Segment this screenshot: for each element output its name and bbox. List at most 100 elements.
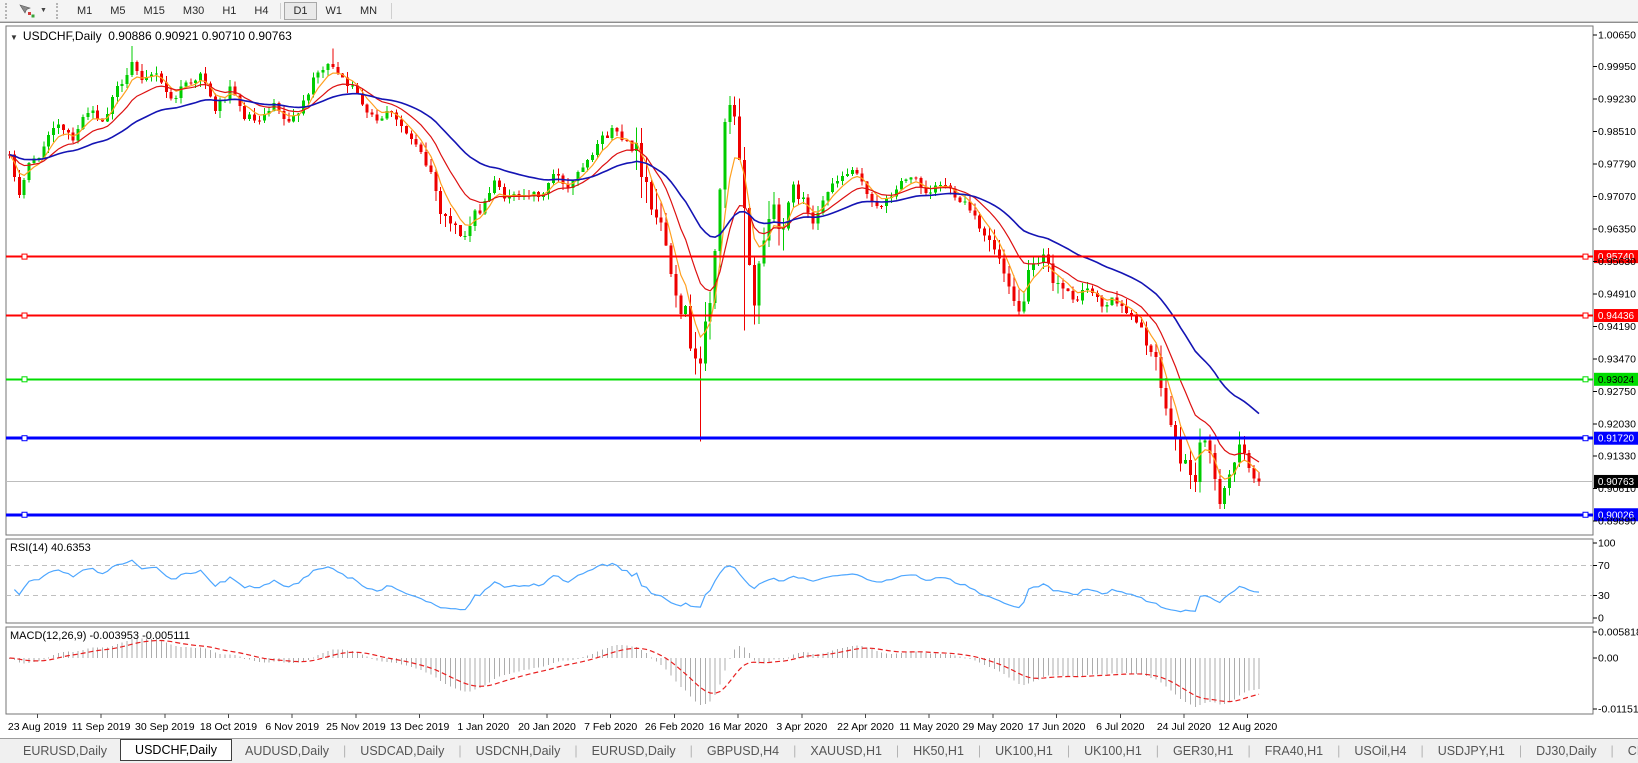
svg-text:0.00: 0.00 [1598, 653, 1619, 665]
timeframe-button-m5[interactable]: M5 [101, 2, 134, 20]
tab-separator: | [1518, 744, 1523, 758]
tab-usdchf-daily[interactable]: USDCHF,Daily [120, 738, 232, 761]
tab-separator: | [793, 744, 797, 758]
tab-eurusd-daily[interactable]: EURUSD,Daily [23, 744, 108, 758]
svg-text:1.00650: 1.00650 [1598, 29, 1636, 41]
tab-usdcnh-daily[interactable]: USDCNH,Daily [475, 744, 561, 758]
svg-text:25 Nov 2019: 25 Nov 2019 [326, 721, 386, 733]
timeframe-button-d1[interactable]: D1 [284, 1, 317, 20]
svg-text:0.91330: 0.91330 [1598, 450, 1636, 462]
tab-usdjpy-h1[interactable]: USDJPY,H1 [1437, 744, 1505, 758]
tab-audusd-daily[interactable]: AUDUSD,Daily [245, 744, 330, 758]
svg-text:0: 0 [1598, 613, 1604, 625]
tab-usdcad-daily[interactable]: USDCAD,Daily [360, 744, 445, 758]
tab-separator: | [574, 744, 578, 758]
tab-separator: | [1155, 744, 1160, 758]
svg-text:-0.011511: -0.011511 [1598, 704, 1638, 716]
cursor-tool-icon[interactable] [17, 3, 37, 19]
svg-text:23 Aug 2019: 23 Aug 2019 [8, 721, 67, 733]
timeframe-button-m30[interactable]: M30 [174, 2, 213, 20]
svg-text:30: 30 [1598, 590, 1610, 602]
svg-text:0.94910: 0.94910 [1598, 289, 1636, 301]
chart-canvas[interactable]: 0.95740 0.94436 0.93024 0.91720 0.90026 1.006… [0, 23, 1638, 739]
tab-uk100-h1[interactable]: UK100,H1 [995, 744, 1053, 758]
timeframe-button-w1[interactable]: W1 [317, 2, 352, 20]
tab-uk100-h1[interactable]: UK100,H1 [1084, 744, 1142, 758]
svg-text:0.92750: 0.92750 [1598, 386, 1636, 398]
hline-0.91720[interactable]: 0.91720 [6, 431, 1638, 445]
svg-text:0.95740: 0.95740 [1598, 252, 1635, 263]
tab-separator: | [689, 744, 693, 758]
tab-separator: | [1420, 744, 1424, 758]
toolbar-separator [280, 2, 282, 19]
svg-text:0.95630: 0.95630 [1598, 256, 1636, 268]
svg-text:1 Jan 2020: 1 Jan 2020 [457, 721, 509, 733]
svg-text:18 Oct 2019: 18 Oct 2019 [200, 721, 257, 733]
tab-gbpusd-h4[interactable]: GBPUSD,H4 [706, 744, 780, 758]
toolbar-drag-handle[interactable] [5, 2, 12, 19]
tab-fra40-h1[interactable]: FRA40,H1 [1264, 744, 1324, 758]
hline-0.90026[interactable]: 0.90026 [6, 508, 1638, 522]
tab-separator: | [1247, 744, 1251, 758]
chart-title: ▼ USDCHF,Daily 0.90886 0.90921 0.90710 0.… [10, 29, 292, 43]
svg-text:0.89890: 0.89890 [1598, 515, 1636, 527]
timeframe-button-m1[interactable]: M1 [68, 2, 101, 20]
timeframe-button-h4[interactable]: H4 [245, 2, 277, 20]
svg-text:13 Dec 2019: 13 Dec 2019 [390, 721, 450, 733]
svg-text:0.90763: 0.90763 [1598, 477, 1635, 488]
svg-text:0.93024: 0.93024 [1598, 375, 1635, 386]
svg-text:6 Jul 2020: 6 Jul 2020 [1096, 721, 1145, 733]
svg-text:0.96350: 0.96350 [1598, 224, 1636, 236]
macd-signal-line [9, 639, 1260, 703]
svg-text:22 Apr 2020: 22 Apr 2020 [837, 721, 894, 733]
ma-slow-line [9, 92, 1260, 415]
chart-menu-caret-icon[interactable]: ▼ [10, 33, 18, 42]
rsi-line [13, 559, 1260, 613]
tab-ger30-h1[interactable]: GER30,H1 [1173, 744, 1234, 758]
timeframe-button-m15[interactable]: M15 [135, 2, 174, 20]
chart-ohlc-values: 0.90886 0.90921 0.90710 0.90763 [108, 29, 292, 43]
tab-eurusd-daily[interactable]: EURUSD,Daily [591, 744, 676, 758]
svg-text:0.99950: 0.99950 [1598, 61, 1636, 73]
tab-china300-h1[interactable]: CHINA300,H1 [1627, 744, 1638, 758]
hline-0.94436[interactable]: 0.94436 [6, 309, 1638, 323]
tab-xauusd-h1[interactable]: XAUUSD,H1 [810, 744, 882, 758]
cursor-tool-dropdown-icon[interactable]: ▼ [40, 7, 47, 14]
hline-0.93024[interactable]: 0.93024 [6, 372, 1638, 386]
toolbar-drag-handle-2[interactable] [55, 2, 63, 19]
svg-text:20 Jan 2020: 20 Jan 2020 [518, 721, 576, 733]
tab-usoil-h4[interactable]: USOil,H4 [1354, 744, 1407, 758]
svg-text:17 Jun 2020: 17 Jun 2020 [1028, 721, 1086, 733]
svg-text:70: 70 [1598, 560, 1610, 572]
cursor-tool-glyph [19, 3, 35, 17]
svg-text:0.93470: 0.93470 [1598, 354, 1636, 366]
svg-text:30 Sep 2019: 30 Sep 2019 [135, 721, 195, 733]
svg-text:0.97070: 0.97070 [1598, 191, 1636, 203]
timeframe-buttons: M1 M5 M15 M30 H1 H4 D1 W1 MN [68, 1, 386, 20]
tab-separator: | [1610, 744, 1614, 758]
candlestick-series [8, 46, 1261, 510]
tab-separator: | [895, 744, 900, 758]
ma-mid-line [9, 83, 1260, 463]
chart-window: 0.95740 0.94436 0.93024 0.91720 0.90026 1.006… [0, 22, 1638, 738]
tab-separator: | [458, 744, 462, 758]
price-axis[interactable]: 1.00650 0.99950 0.99230 0.98510 0.97790 0.970… [1593, 29, 1636, 527]
date-axis[interactable]: 23 Aug 2019 11 Sep 2019 30 Sep 2019 18 Oct … [8, 714, 1277, 733]
hline-0.95740[interactable]: 0.95740 [6, 250, 1638, 264]
svg-text:0.005818: 0.005818 [1598, 627, 1638, 639]
macd-histogram [9, 638, 1260, 707]
svg-text:0.94190: 0.94190 [1598, 321, 1636, 333]
timeframe-button-h1[interactable]: H1 [213, 2, 245, 20]
tab-separator: | [1066, 744, 1071, 758]
svg-text:0.98510: 0.98510 [1598, 126, 1636, 138]
svg-text:0.99230: 0.99230 [1598, 93, 1636, 105]
tab-separator: | [1337, 744, 1341, 758]
tab-dj30-daily[interactable]: DJ30,Daily [1536, 744, 1597, 758]
svg-text:7 Feb 2020: 7 Feb 2020 [584, 721, 637, 733]
svg-text:24 Jul 2020: 24 Jul 2020 [1157, 721, 1211, 733]
toolbar-separator [391, 2, 393, 19]
svg-text:3 Apr 2020: 3 Apr 2020 [776, 721, 827, 733]
timeframe-button-mn[interactable]: MN [351, 2, 386, 20]
svg-text:0.92030: 0.92030 [1598, 419, 1636, 431]
tab-hk50-h1[interactable]: HK50,H1 [913, 744, 964, 758]
